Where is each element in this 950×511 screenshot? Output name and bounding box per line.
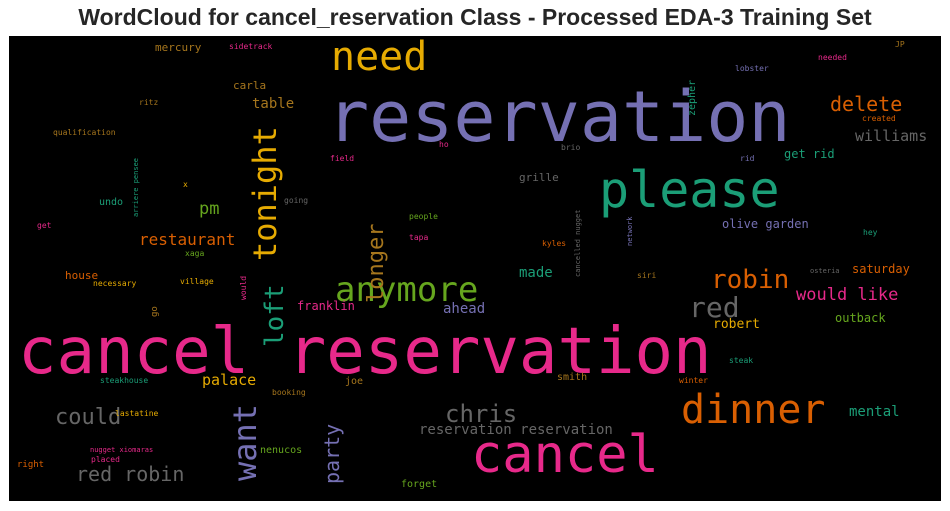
word-going: going	[284, 196, 309, 205]
word-booking: booking	[272, 388, 306, 397]
word-forget: forget	[401, 479, 438, 490]
word-brio: brio	[561, 143, 581, 152]
word-mental: mental	[849, 404, 900, 420]
word-ho: ho	[439, 140, 449, 149]
word-table: table	[252, 96, 295, 112]
word-please: please	[599, 161, 780, 219]
word-cancel: cancel	[471, 425, 659, 485]
word-placed: placed	[91, 455, 120, 464]
word-get-rid: get rid	[784, 147, 835, 161]
word-created: created	[862, 114, 896, 123]
word-saturday: saturday	[852, 262, 910, 276]
word-steakhouse: steakhouse	[100, 376, 149, 385]
word-people: people	[409, 212, 438, 221]
word-tonight: tonight	[246, 126, 284, 261]
word-smith: smith	[557, 372, 588, 383]
word-xaga: xaga	[185, 249, 205, 258]
word-loft: loft	[260, 284, 290, 347]
word-lastatine: lastatine	[115, 409, 159, 418]
word-restaurant: restaurant	[139, 230, 236, 249]
word-want: want	[226, 403, 264, 481]
word-winter: winter	[679, 376, 708, 385]
word-outback: outback	[835, 311, 886, 325]
word-steak: steak	[729, 356, 754, 365]
word-red: red	[689, 291, 740, 324]
word-williams: williams	[855, 127, 928, 145]
word-carla: carla	[233, 79, 267, 92]
word-kyles: kyles	[542, 239, 567, 248]
word-longer: longer	[364, 223, 389, 303]
word-arriere-pensee: arriere pensee	[132, 157, 140, 217]
word-undo: undo	[99, 197, 124, 208]
word-reservation-reservation: reservation reservation	[419, 422, 613, 438]
word-made: made	[519, 265, 553, 281]
word-rid: rid	[740, 154, 755, 163]
word-would-like: would like	[796, 285, 899, 305]
word-could: could	[55, 405, 122, 430]
word-party: party	[320, 423, 344, 484]
word-needed: needed	[818, 53, 847, 62]
word-hey: hey	[863, 228, 878, 237]
word-jp: JP	[895, 40, 905, 49]
word-delete: delete	[830, 92, 903, 116]
wordcloud-canvas: reservation cancel reservation cancel pleas…	[9, 36, 941, 501]
word-qualification: qualification	[53, 128, 116, 137]
word-franklin: franklin	[297, 299, 355, 313]
word-get: get	[37, 221, 52, 230]
word-red-robin: red robin	[76, 462, 185, 486]
word-zepher: zepher	[687, 79, 698, 116]
word-ahead: ahead	[443, 301, 486, 317]
word-dinner: dinner	[681, 387, 826, 433]
word-chris: chris	[445, 400, 518, 428]
word-nenucos: nenucos	[260, 445, 303, 456]
word-right: right	[17, 460, 45, 470]
word-anymore: anymore	[335, 270, 479, 310]
word-olive-garden: olive garden	[722, 217, 809, 231]
chart-title: WordCloud for cancel_reservation Class -…	[78, 4, 872, 30]
word-necessary: necessary	[93, 279, 137, 288]
word-network: network	[626, 216, 634, 246]
word-robin: robin	[711, 265, 790, 295]
word-osteria: osteria	[810, 267, 840, 275]
word-nugget-xiomaras: nugget xiomaras	[90, 446, 154, 454]
word-siri: siri	[637, 271, 657, 280]
word-go: go	[150, 306, 160, 317]
word-village: village	[180, 277, 214, 286]
word-mercury: mercury	[155, 41, 202, 54]
word-x: x	[183, 180, 188, 189]
word-would: would	[239, 275, 248, 300]
word-field: field	[330, 154, 355, 163]
word-robert: robert	[713, 317, 760, 332]
word-ritz: ritz	[139, 98, 159, 107]
word-house: house	[65, 269, 99, 282]
word-sidetrack: sidetrack	[229, 42, 273, 51]
word-grille: grille	[519, 171, 559, 184]
word-joe: joe	[345, 376, 364, 387]
word-cancelled-nugget: cancelled nugget	[574, 209, 582, 277]
word-reservation: reservation	[327, 76, 791, 158]
word-palace: palace	[202, 371, 257, 389]
word-cancel-reservation: cancel reservation	[18, 315, 712, 389]
word-pm: pm	[199, 199, 220, 219]
word-tapa: tapa	[409, 233, 429, 242]
word-need: need	[331, 36, 428, 80]
word-lobster: lobster	[735, 64, 769, 73]
